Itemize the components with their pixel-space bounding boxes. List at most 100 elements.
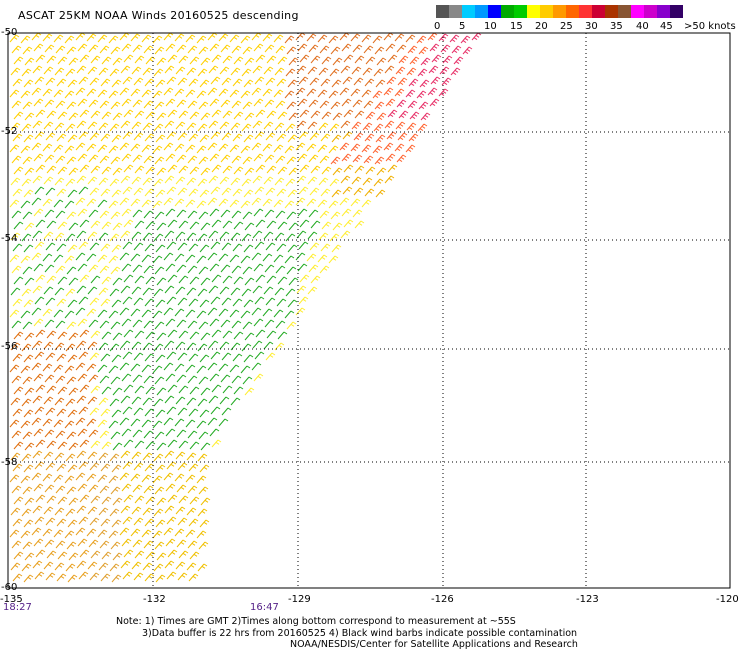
wind-barb <box>90 330 101 339</box>
wind-barb <box>240 310 251 319</box>
wind-barb <box>265 352 276 361</box>
wind-barb <box>46 440 57 449</box>
wind-barb <box>43 506 54 515</box>
wind-barb <box>32 560 43 569</box>
wind-barb <box>177 517 188 526</box>
wind-barb <box>10 562 21 571</box>
wind-barb <box>196 145 207 154</box>
wind-barb <box>188 408 199 417</box>
wind-barb <box>154 431 165 440</box>
wind-barb <box>441 77 452 86</box>
wind-barb <box>253 208 264 217</box>
wind-barb <box>33 208 44 217</box>
wind-barb <box>220 264 231 273</box>
wind-barb <box>211 439 222 448</box>
wind-barb <box>321 111 332 120</box>
wind-barb <box>55 430 66 439</box>
wind-barb <box>56 463 67 472</box>
wind-barb <box>319 45 330 54</box>
wind-barb <box>275 155 286 164</box>
wind-barb <box>141 474 152 483</box>
wind-barb <box>24 222 35 231</box>
wind-barb <box>363 100 374 109</box>
wind-barb <box>174 473 185 482</box>
wind-barb <box>21 563 32 572</box>
wind-barb <box>153 123 164 132</box>
wind-barb <box>156 442 167 451</box>
wind-barb <box>134 550 145 559</box>
legend-tick-label: 10 <box>484 21 497 32</box>
wind-barb <box>66 211 77 220</box>
wind-barb <box>89 352 100 361</box>
wind-barb <box>262 33 273 42</box>
wind-barb <box>339 197 350 206</box>
time-label-left: 18:27 <box>3 602 32 613</box>
wind-barb <box>112 277 123 286</box>
wind-barb <box>265 242 276 251</box>
wind-barb <box>79 219 90 228</box>
wind-barb <box>207 252 218 261</box>
wind-barb <box>145 221 156 230</box>
wind-barb <box>109 288 120 297</box>
wind-barb <box>21 233 32 242</box>
wind-barb <box>145 331 156 340</box>
wind-barb <box>111 299 122 308</box>
wind-barb <box>87 396 98 405</box>
wind-barb <box>274 122 285 131</box>
wind-barb <box>372 145 383 154</box>
wind-barb <box>252 120 263 129</box>
wind-barb <box>121 263 132 272</box>
wind-barb <box>34 186 45 195</box>
wind-barb <box>119 197 130 206</box>
wind-barb <box>328 255 339 264</box>
legend-swatch <box>605 5 618 18</box>
wind-barb <box>77 318 88 327</box>
wind-barb <box>243 299 254 308</box>
wind-barb <box>23 519 34 528</box>
wind-barb <box>56 133 67 142</box>
wind-barb <box>64 35 75 44</box>
wind-barb <box>54 232 65 241</box>
wind-barb <box>187 540 198 549</box>
wind-barb <box>186 507 197 516</box>
wind-barb <box>451 45 462 54</box>
wind-barb <box>89 517 100 526</box>
wind-barb <box>110 376 121 385</box>
wind-barb <box>210 351 221 360</box>
wind-barb <box>340 175 351 184</box>
wind-barb <box>97 364 108 373</box>
wind-barb <box>442 55 453 64</box>
wind-barb <box>266 275 277 284</box>
lat-label-58: -58 <box>1 457 18 468</box>
wind-barb <box>111 519 122 528</box>
wind-barb <box>298 76 309 85</box>
wind-barb <box>122 351 133 360</box>
wind-barb <box>99 45 110 54</box>
wind-barb <box>34 351 45 360</box>
wind-barb <box>34 296 45 305</box>
wind-barb <box>79 164 90 173</box>
wind-barb <box>178 275 189 284</box>
wind-barb <box>32 395 43 404</box>
wind-barb <box>76 65 87 74</box>
wind-barb <box>307 176 318 185</box>
wind-barb <box>362 122 373 131</box>
wind-barb <box>141 419 152 428</box>
wind-barb <box>277 331 288 340</box>
wind-barb <box>208 395 219 404</box>
wind-barb <box>9 144 20 153</box>
wind-barb <box>175 341 186 350</box>
wind-barb <box>177 132 188 141</box>
wind-barb <box>133 572 144 581</box>
note-line-3: NOAA/NESDIS/Center for Satellite Applica… <box>290 639 578 650</box>
wind-barb <box>254 296 265 305</box>
wind-barb <box>42 528 53 537</box>
wind-barb <box>31 417 42 426</box>
wind-barb <box>175 396 186 405</box>
wind-barb <box>244 387 255 396</box>
wind-barb <box>174 363 185 372</box>
wind-barb <box>244 222 255 231</box>
wind-barb <box>297 98 308 107</box>
wind-barb <box>175 286 186 295</box>
wind-barb <box>152 310 163 319</box>
